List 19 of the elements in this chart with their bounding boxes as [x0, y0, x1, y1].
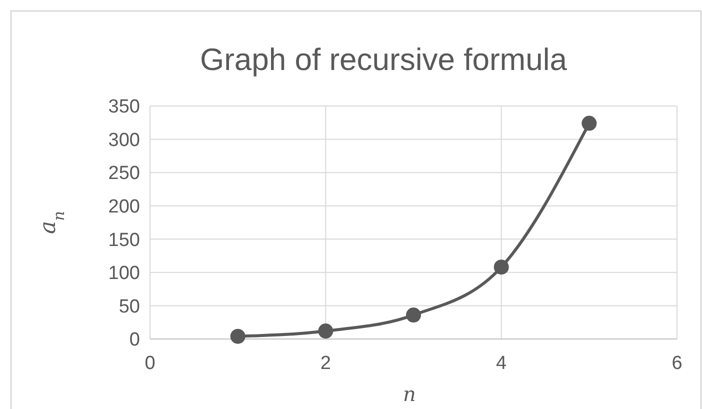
- point: [406, 308, 421, 323]
- y-tick-label: 300: [108, 130, 140, 151]
- y-tick-label: 50: [118, 296, 140, 318]
- y-tick-label: 200: [108, 196, 140, 218]
- x-axis-title: n: [403, 382, 416, 406]
- point: [494, 260, 509, 275]
- point: [318, 324, 334, 339]
- y-tick-label: 0: [129, 330, 140, 351]
- chart-title: Graph of recursive formula: [200, 42, 568, 77]
- y-tick-label: 100: [108, 263, 140, 284]
- y-tick-label: 150: [108, 230, 140, 251]
- x-tick-label: 4: [496, 353, 508, 374]
- x-tick-label: 0: [144, 353, 156, 374]
- point: [582, 116, 597, 131]
- x-tick-label: 2: [320, 353, 331, 374]
- point: [230, 328, 246, 344]
- x-tick-label: 6: [672, 353, 682, 374]
- y-tick-label: 250: [108, 163, 140, 184]
- y-tick-label: 350: [108, 96, 140, 118]
